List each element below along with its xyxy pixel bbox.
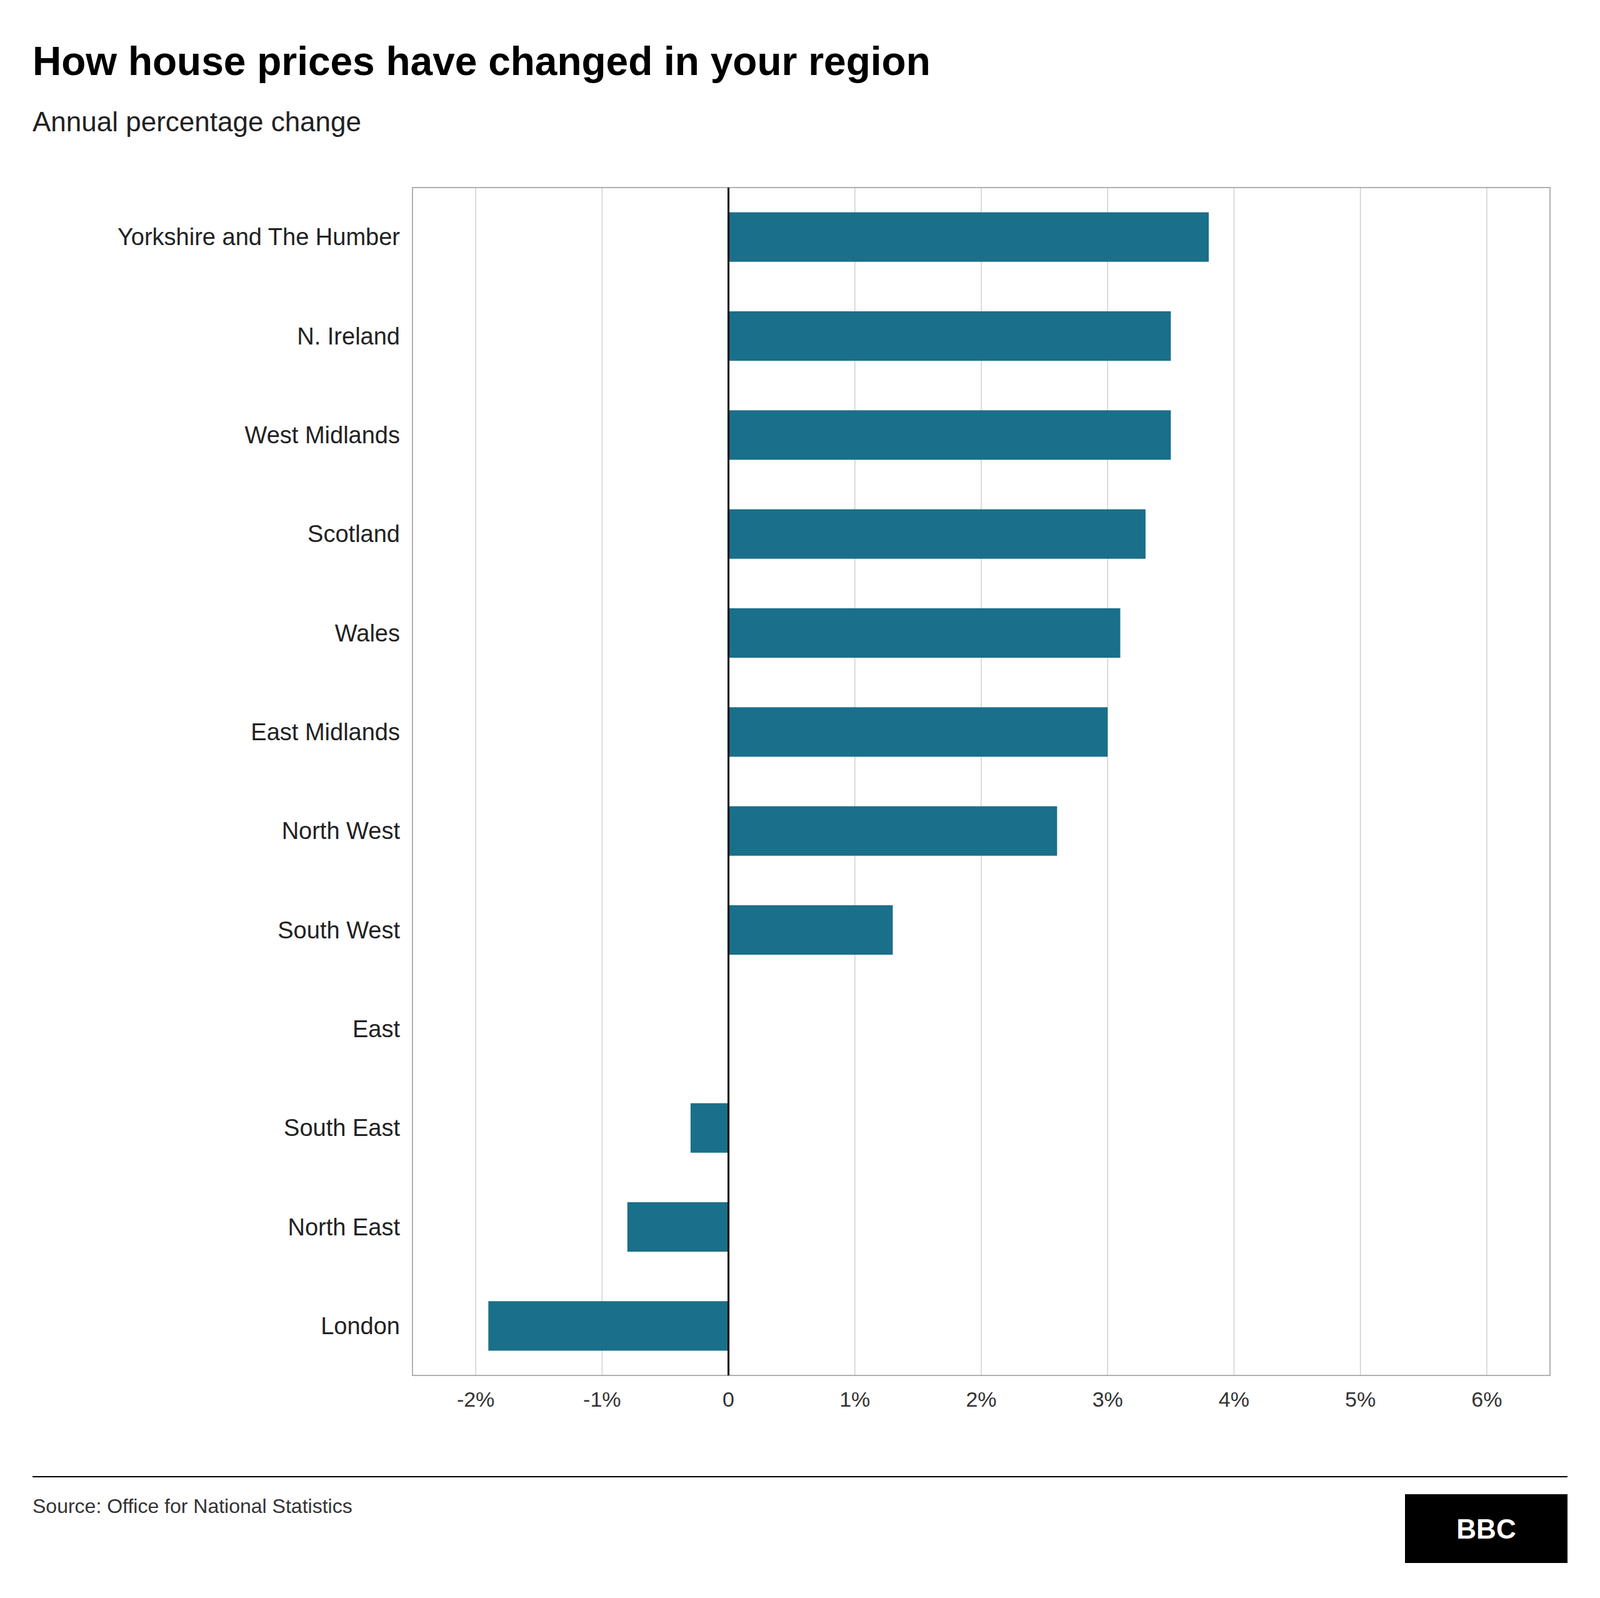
x-grid bbox=[475, 187, 1487, 1375]
y-tick-label: Wales bbox=[335, 620, 400, 647]
x-tick-label: 6% bbox=[1471, 1386, 1502, 1411]
y-tick-label: South East bbox=[283, 1114, 400, 1141]
y-tick-label: London bbox=[320, 1312, 400, 1339]
bar bbox=[728, 212, 1209, 262]
x-tick-label: 3% bbox=[1092, 1386, 1124, 1411]
x-tick-labels: -2% -1% 0 1% 2% 3% 4% 5% 6% bbox=[456, 1386, 1503, 1411]
y-tick-label: Yorkshire and The Humber bbox=[117, 223, 400, 250]
y-tick-label: Scotland bbox=[307, 520, 400, 547]
x-tick-label: 1% bbox=[839, 1386, 870, 1411]
bar bbox=[488, 1300, 729, 1350]
bar bbox=[728, 608, 1121, 658]
x-tick-label: 0 bbox=[722, 1386, 735, 1411]
x-tick-label: -2% bbox=[456, 1386, 495, 1411]
logo-text: BBC bbox=[1456, 1513, 1516, 1544]
bar bbox=[728, 311, 1172, 361]
background bbox=[0, 0, 1600, 1598]
y-tick-labels: Yorkshire and The Humber N. Ireland West M… bbox=[117, 223, 400, 1339]
y-tick-label: N. Ireland bbox=[296, 323, 400, 350]
y-tick-label: West Midlands bbox=[244, 421, 400, 449]
subtitle: Annual percentage change bbox=[32, 106, 362, 137]
bar bbox=[728, 905, 894, 955]
grid-line bbox=[1486, 187, 1488, 1375]
y-tick-label: North East bbox=[287, 1213, 400, 1240]
bar bbox=[627, 1201, 729, 1252]
grid-line bbox=[1106, 187, 1109, 1375]
y-tick-label: North West bbox=[281, 817, 401, 844]
x-tick-label: 2% bbox=[965, 1386, 997, 1411]
x-tick-label: 5% bbox=[1345, 1386, 1376, 1411]
x-tick-label: 4% bbox=[1218, 1386, 1250, 1411]
grid-line bbox=[980, 187, 982, 1375]
grid-line bbox=[1360, 187, 1362, 1375]
grid-line bbox=[475, 187, 477, 1375]
bars bbox=[488, 212, 1209, 1351]
bar bbox=[728, 410, 1172, 460]
bar bbox=[728, 806, 1058, 856]
bar bbox=[728, 706, 1109, 757]
y-tick-label: East bbox=[352, 1015, 400, 1042]
x-tick-label: -1% bbox=[583, 1386, 621, 1411]
logo-box bbox=[1405, 1493, 1568, 1563]
bar bbox=[728, 509, 1146, 559]
grid-line bbox=[854, 187, 856, 1375]
source: Source: Office for National Statistics bbox=[32, 1494, 353, 1517]
title: How house prices have changed in your re… bbox=[32, 38, 931, 84]
grid-line bbox=[1233, 187, 1235, 1375]
bar bbox=[690, 1103, 729, 1153]
chart: How house prices have changed in your re… bbox=[0, 0, 1600, 1598]
separator bbox=[32, 1475, 1568, 1477]
grid-line bbox=[601, 187, 604, 1375]
y-tick-label: South West bbox=[277, 916, 400, 944]
y-tick-label: East Midlands bbox=[250, 718, 400, 745]
plot-frame bbox=[412, 187, 1550, 1375]
zero-line bbox=[727, 187, 730, 1375]
